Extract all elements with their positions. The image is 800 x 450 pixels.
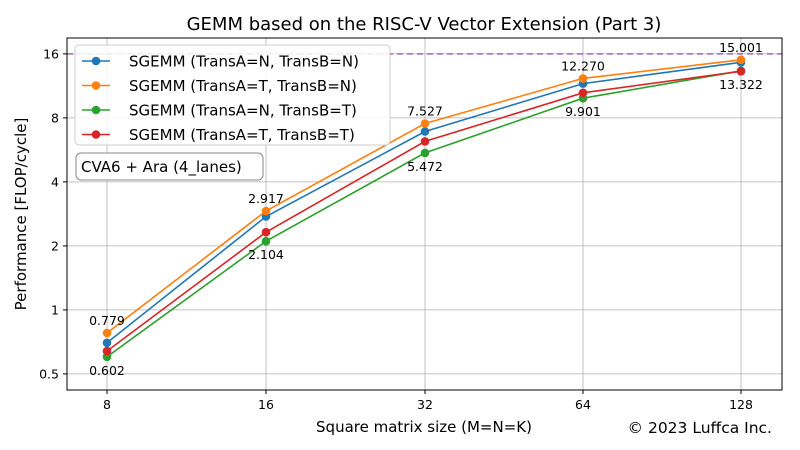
- x-tick-label: 64: [575, 397, 591, 412]
- data-label: 7.527: [407, 104, 443, 119]
- copyright-text: © 2023 Luffca Inc.: [628, 419, 772, 437]
- data-labels: 0.779 0.602 2.917 2.104 7.527 5.472 12.270 9.90…: [89, 40, 763, 378]
- series-2: [102, 55, 746, 338]
- data-label: 5.472: [407, 159, 443, 174]
- data-label: 0.602: [89, 363, 125, 378]
- y-tick-label: 0.5: [39, 366, 59, 381]
- legend-swatch-marker: [91, 56, 101, 66]
- series-point: [261, 206, 271, 216]
- y-tick-label: 8: [51, 110, 59, 125]
- x-axis-label: Square matrix size (M=N=K): [316, 418, 532, 436]
- series-point: [102, 338, 112, 348]
- series-point: [578, 88, 588, 98]
- annotation-box: CVA6 + Ara (4_lanes): [75, 152, 264, 181]
- data-label: 0.779: [89, 313, 125, 328]
- legend-swatch-marker: [91, 130, 101, 139]
- y-tick-label: 16: [43, 46, 59, 61]
- y-tick-label: 1: [51, 302, 59, 317]
- y-tick-label: 4: [51, 174, 59, 189]
- legend-item: SGEMM (TransA=T, TransB=T): [82, 126, 355, 144]
- legend: SGEMM (TransA=N, TransB=N) SGEMM (TransA=…: [74, 44, 391, 146]
- x-tick-label: 8: [103, 397, 111, 412]
- legend-box: [74, 44, 391, 146]
- legend-item: SGEMM (TransA=N, TransB=T): [82, 102, 357, 120]
- series-4: [102, 67, 746, 356]
- series-point: [102, 346, 112, 356]
- series-point: [420, 127, 430, 136]
- legend-swatch-marker: [91, 81, 101, 90]
- data-label: 2.104: [248, 247, 284, 262]
- series-point: [420, 148, 430, 158]
- legend-label: SGEMM (TransA=N, TransB=N): [129, 53, 359, 71]
- series-point: [578, 74, 588, 83]
- x-axis-ticks: 8 16 32 64 128: [103, 390, 753, 412]
- series-layer: [102, 55, 746, 362]
- series-point: [736, 67, 746, 76]
- series-point: [261, 236, 271, 246]
- x-tick-label: 128: [729, 397, 753, 412]
- annotation-text: CVA6 + Ara (4_lanes): [81, 158, 242, 177]
- legend-item: SGEMM (TransA=N, TransB=N): [82, 53, 359, 71]
- legend-label: SGEMM (TransA=T, TransB=N): [129, 77, 357, 95]
- series-point: [261, 227, 271, 237]
- legend-swatch-marker: [91, 105, 101, 115]
- series-point: [420, 137, 430, 146]
- x-tick-label: 16: [258, 397, 274, 412]
- series-point: [420, 119, 430, 128]
- data-label: 15.001: [719, 40, 763, 55]
- data-label: 9.901: [565, 104, 601, 119]
- annotation-frame: [75, 152, 264, 181]
- y-axis-ticks: 0.5 1 2 4 8 16: [39, 46, 67, 381]
- legend-label: SGEMM (TransA=T, TransB=T): [129, 126, 355, 144]
- y-tick-label: 2: [51, 238, 59, 253]
- series-point: [102, 328, 112, 338]
- x-tick-label: 32: [417, 397, 433, 412]
- data-label: 13.322: [719, 77, 763, 92]
- chart-title: GEMM based on the RISC-V Vector Extensio…: [187, 14, 662, 35]
- y-axis-label: Performance [FLOP/cycle]: [12, 118, 30, 311]
- data-label: 12.270: [561, 58, 605, 73]
- legend-label: SGEMM (TransA=N, TransB=T): [129, 102, 357, 120]
- data-label: 2.917: [248, 191, 284, 206]
- series-point: [736, 55, 746, 65]
- legend-item: SGEMM (TransA=T, TransB=N): [82, 77, 357, 95]
